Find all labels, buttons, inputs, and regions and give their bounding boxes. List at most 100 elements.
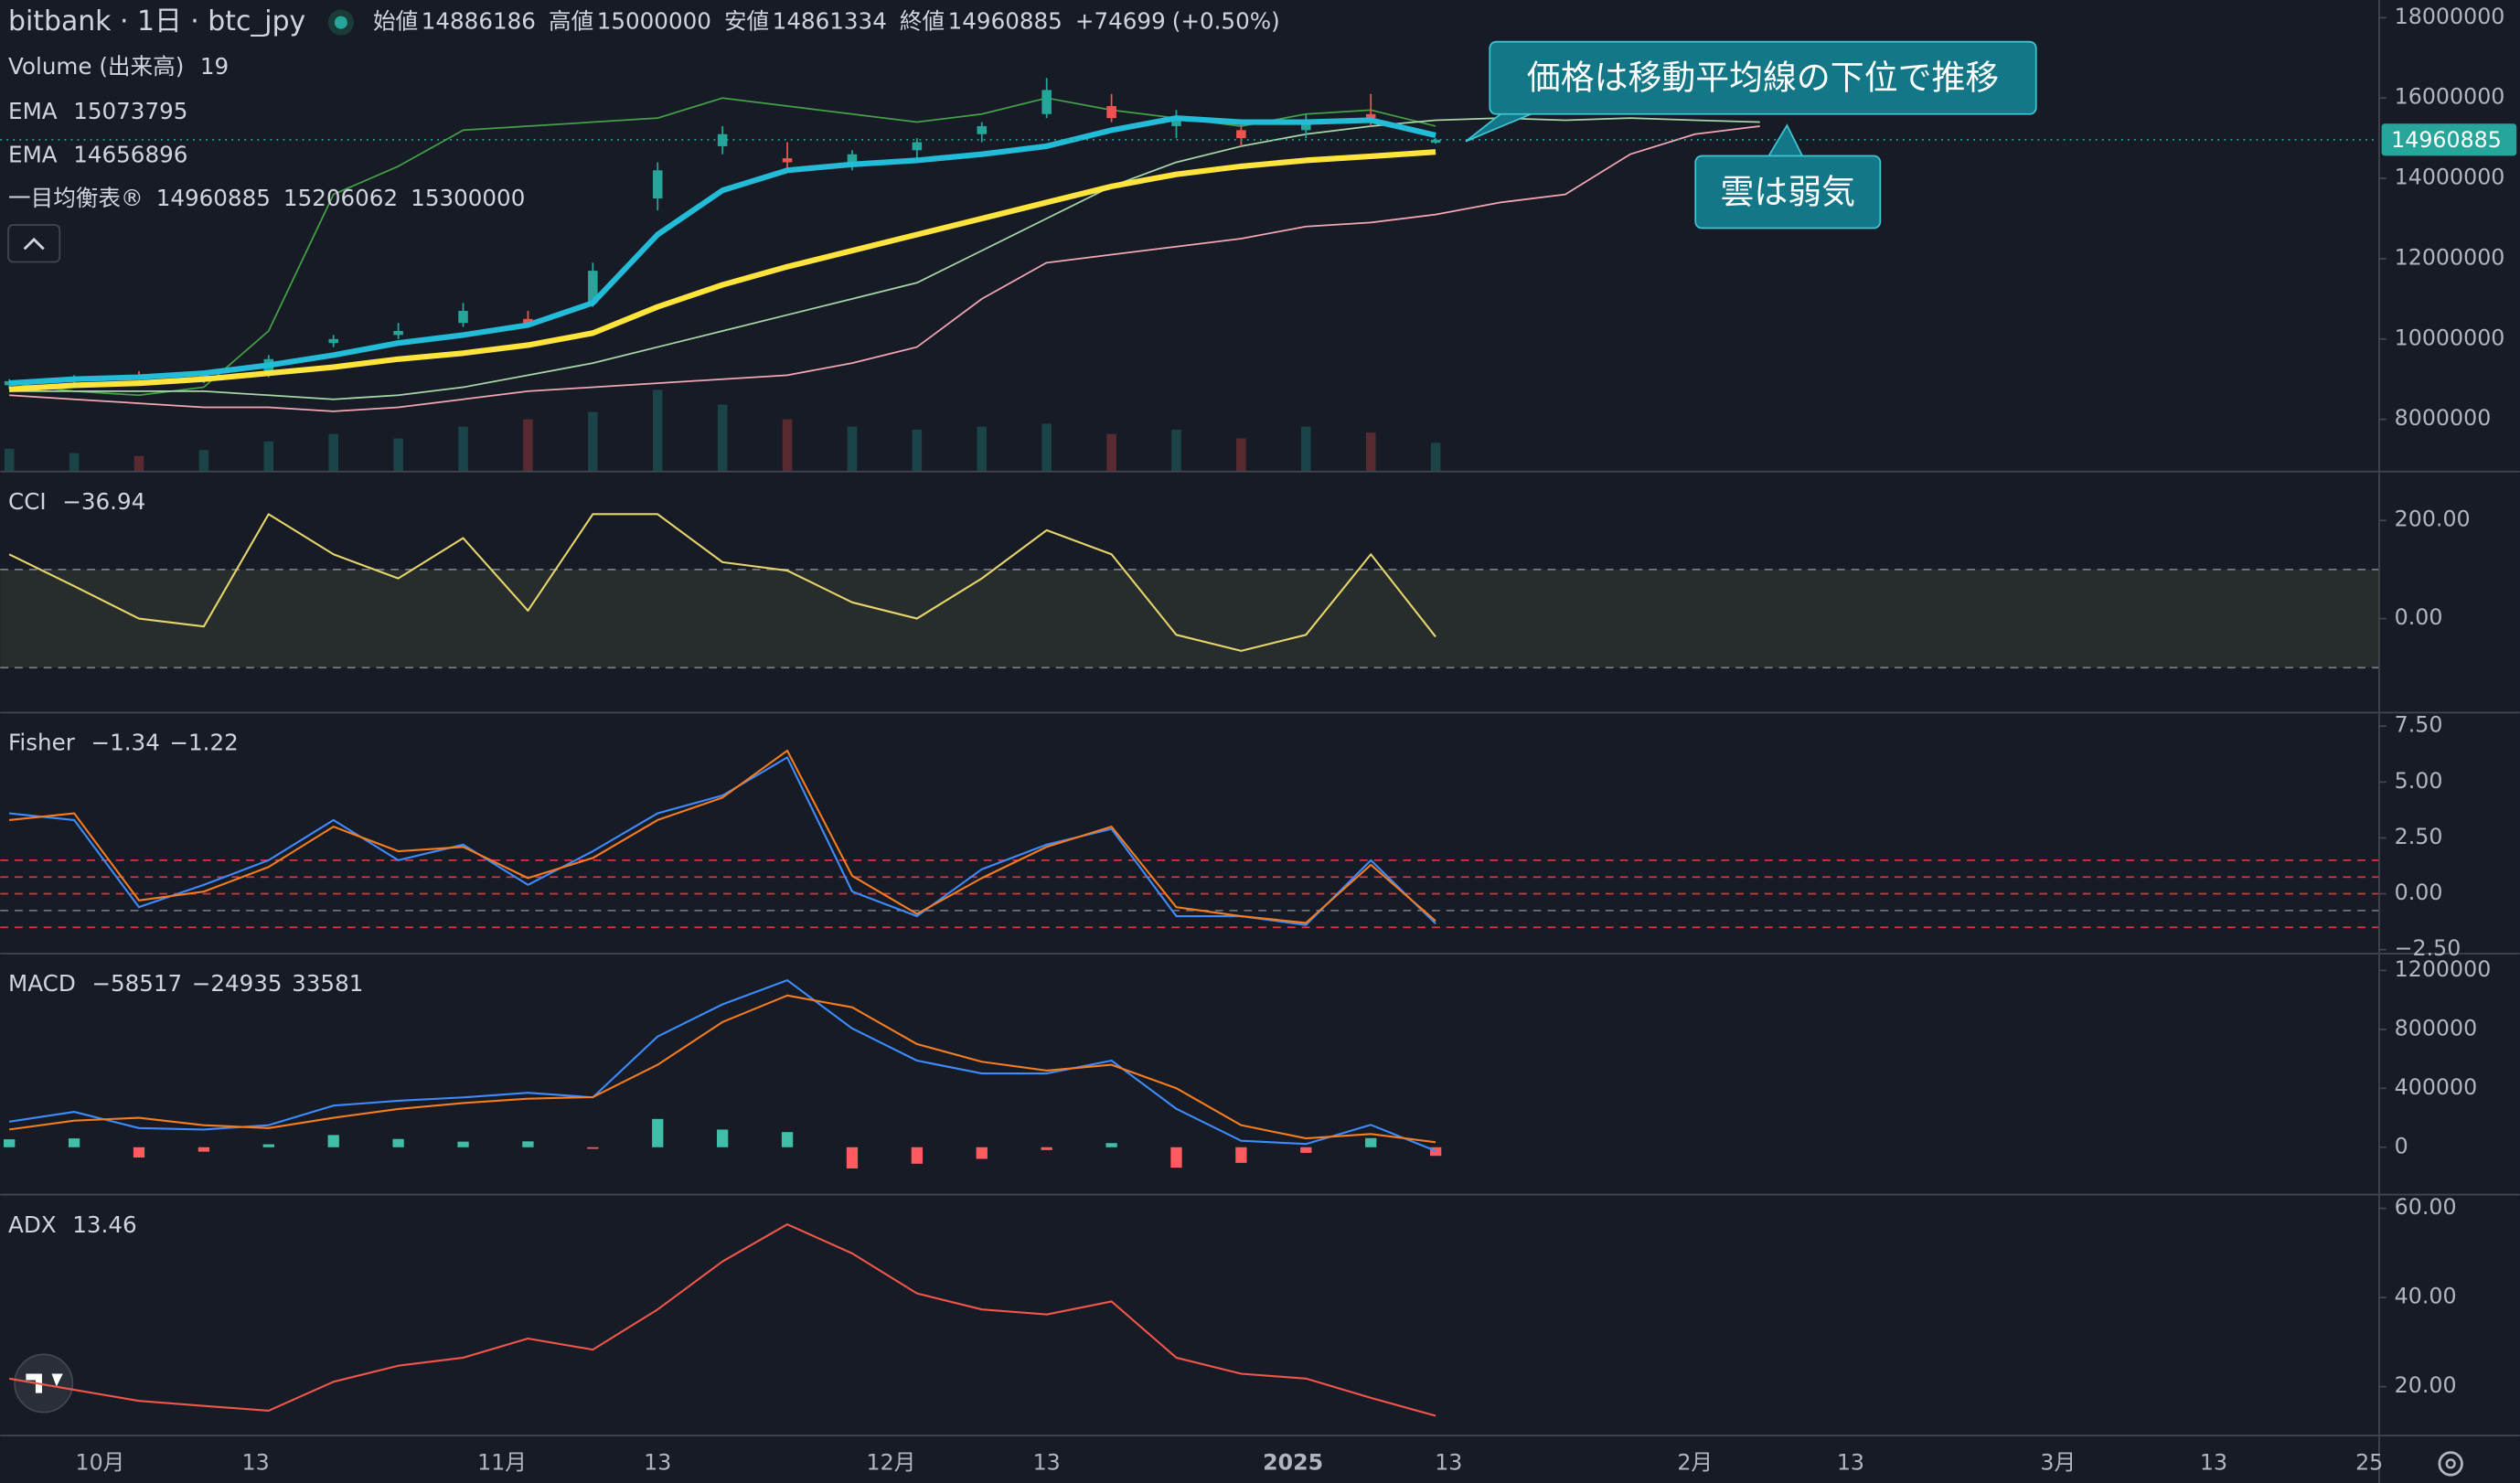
legend-value: 14656896 <box>73 141 187 167</box>
volume-bar <box>393 438 403 471</box>
x-tick-label: 13 <box>1837 1449 1864 1475</box>
gear-hub[interactable] <box>2445 1458 2456 1469</box>
volume-bar <box>912 429 923 471</box>
volume-bar <box>458 426 468 471</box>
histogram-bar <box>1235 1147 1247 1163</box>
x-tick-label: 13 <box>1435 1449 1462 1475</box>
callout-tail <box>1767 123 1804 158</box>
candle-body <box>1236 130 1246 139</box>
chevron-icon[interactable] <box>23 237 45 251</box>
legend-label: 一目均衡表® <box>8 185 144 211</box>
settings-icon[interactable] <box>2438 1451 2463 1477</box>
readout-value: −1.22 <box>169 730 238 756</box>
y-tick-label: 7.50 <box>2395 712 2443 738</box>
histogram-bar <box>652 1118 664 1147</box>
histogram-bar <box>522 1141 534 1147</box>
y-tick-label: 0.00 <box>2395 880 2443 905</box>
band-fill <box>0 569 2379 668</box>
y-tick-label: 18000000 <box>2395 4 2505 29</box>
change-percent: (+0.50%) <box>1172 8 1280 35</box>
ohlc-value: 14861334 <box>773 8 887 35</box>
logo-mark[interactable] <box>26 1373 63 1393</box>
histogram-bar <box>133 1147 145 1158</box>
callout-text: 価格は移動平均線の下位で推移 <box>1527 58 1999 97</box>
y-tick-label: 20.00 <box>2395 1372 2457 1398</box>
volume-bar <box>588 411 598 471</box>
volume-bar <box>977 426 988 471</box>
readout-value: 13.46 <box>72 1211 136 1238</box>
legend-label: Volume (出来高) <box>8 53 184 80</box>
ohlc-label: 終値 <box>900 8 945 35</box>
line <box>8 115 1436 387</box>
histogram-bar <box>717 1129 729 1147</box>
volume-bar <box>1430 443 1441 471</box>
panel <box>0 513 2379 669</box>
line <box>8 756 1436 926</box>
histogram-bar <box>262 1144 274 1147</box>
x-tick-label: 13 <box>1033 1449 1061 1475</box>
y-tick-label: 1200000 <box>2395 956 2492 982</box>
volume-bar <box>1365 432 1376 471</box>
legend-value: 15073795 <box>73 98 187 124</box>
x-tick-label: 25 <box>2355 1449 2383 1475</box>
callout-text: 雲は弱気 <box>1720 172 1855 211</box>
volume-bar <box>782 419 793 471</box>
y-tick-label: 200.00 <box>2395 507 2471 532</box>
volume-bar <box>1301 426 1311 471</box>
candle-body <box>717 133 728 146</box>
volume-bar <box>1106 433 1116 471</box>
button-frame[interactable] <box>7 224 61 263</box>
volume-bar <box>717 404 728 471</box>
histogram-bar <box>976 1147 988 1159</box>
y-tick-label: 2.50 <box>2395 824 2443 849</box>
volume-bar <box>1236 438 1246 471</box>
collapse-button[interactable] <box>7 224 61 263</box>
x-tick-label: 12月 <box>867 1449 916 1475</box>
legend-value: 19 <box>200 53 229 80</box>
logo-circle[interactable] <box>14 1353 74 1414</box>
volume-bar <box>263 441 274 471</box>
candle-body <box>1041 90 1052 114</box>
histogram-bar <box>327 1135 339 1147</box>
histogram-bar <box>1170 1147 1182 1168</box>
ohlc-value: 14960885 <box>948 8 1062 35</box>
legend-value: 15300000 <box>411 185 525 211</box>
x-tick-label: 13 <box>2200 1449 2227 1475</box>
candle-body <box>328 338 338 344</box>
panel <box>0 749 2379 929</box>
panel <box>4 78 1760 471</box>
y-tick-label: 14000000 <box>2395 165 2505 190</box>
legend-label: EMA <box>8 141 58 167</box>
candle-body <box>1301 122 1311 131</box>
histogram-bar <box>392 1138 404 1147</box>
histogram-bar <box>1365 1137 1377 1147</box>
y-tick-label: 16000000 <box>2395 84 2505 110</box>
y-tick-label: 800000 <box>2395 1015 2478 1040</box>
candle-body <box>977 125 988 134</box>
change-value: +74699 <box>1075 8 1166 35</box>
panel <box>8 1223 1436 1417</box>
histogram-bar <box>198 1147 210 1152</box>
line <box>8 1223 1436 1417</box>
legend-value: 14960885 <box>156 185 271 211</box>
histogram-bar <box>587 1147 599 1149</box>
candle-body <box>1365 113 1376 119</box>
x-tick-label: 13 <box>242 1449 270 1475</box>
histogram-bar <box>846 1147 859 1168</box>
line <box>8 749 1436 924</box>
line <box>9 117 1760 400</box>
gear[interactable] <box>2438 1451 2463 1477</box>
volume-bar <box>1041 423 1052 471</box>
histogram-bar <box>1105 1143 1117 1147</box>
y-tick-label: 12000000 <box>2395 244 2505 270</box>
y-tick-label: 5.00 <box>2395 768 2443 794</box>
panel <box>4 979 1442 1168</box>
tradingview-logo[interactable] <box>14 1353 74 1414</box>
volume-bar <box>69 453 80 471</box>
x-tick-label: 2025 <box>1263 1449 1323 1475</box>
panel-title: MACD <box>8 970 76 997</box>
ohlc-label: 安値 <box>724 8 769 35</box>
line <box>8 149 1436 392</box>
